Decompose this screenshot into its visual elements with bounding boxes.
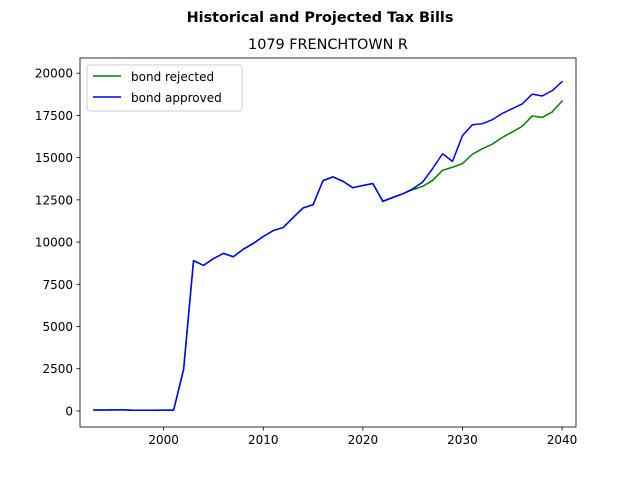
y-tick-label: 0 xyxy=(65,404,73,418)
x-tick-label: 2010 xyxy=(248,433,279,447)
x-tick-label: 2030 xyxy=(447,433,478,447)
legend-label-bond-approved: bond approved xyxy=(131,91,222,105)
legend-label-bond-rejected: bond rejected xyxy=(131,70,214,84)
x-tick-label: 2020 xyxy=(348,433,379,447)
plot-frame xyxy=(79,57,577,428)
y-tick-label: 17500 xyxy=(35,109,73,123)
legend-box xyxy=(86,64,243,112)
y-tick-label: 5000 xyxy=(42,320,73,334)
y-tick-label: 2500 xyxy=(42,362,73,376)
y-tick-label: 20000 xyxy=(35,67,73,81)
axis-ticks: 2000 2010 2020 2030 2040 0 2500 5000 7500 10000 12… xyxy=(35,67,578,447)
x-tick-label: 2000 xyxy=(148,433,179,447)
chart-title: 1079 FRENCHTOWN R xyxy=(248,37,408,53)
figure-suptitle: Historical and Projected Tax Bills xyxy=(187,10,454,26)
x-tick-label: 2040 xyxy=(547,433,578,447)
y-tick-label: 15000 xyxy=(35,151,73,165)
y-tick-label: 12500 xyxy=(35,193,73,207)
y-tick-label: 10000 xyxy=(35,236,73,250)
plot-series xyxy=(93,80,564,412)
legend: bond rejected bond approved xyxy=(86,64,243,112)
series-line-bond-approved xyxy=(93,80,564,412)
y-tick-label: 7500 xyxy=(42,278,73,292)
